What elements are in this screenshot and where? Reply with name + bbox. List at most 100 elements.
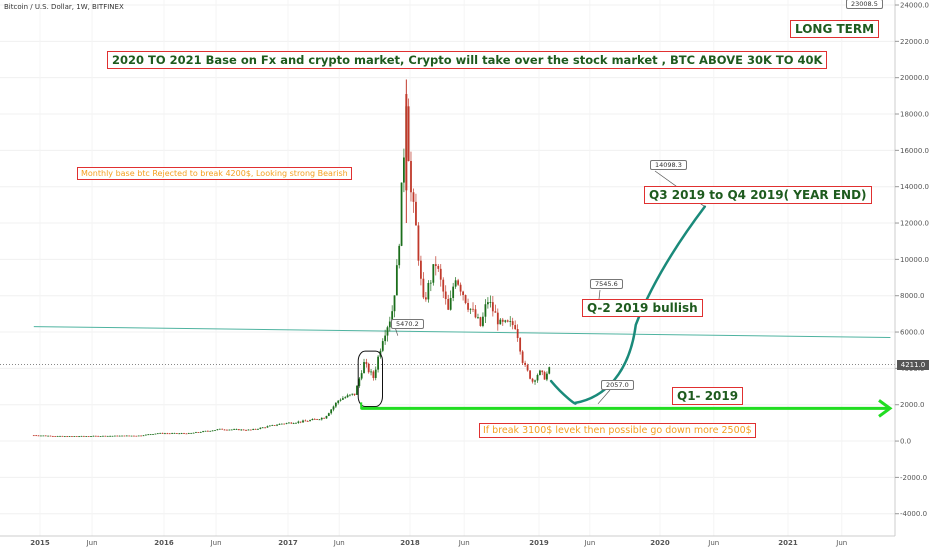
candle-body [228, 429, 231, 431]
x-tick-label: Jun [210, 539, 222, 547]
x-tick-label: 2015 [30, 539, 50, 547]
candle-body [546, 373, 548, 380]
candle-body [427, 282, 430, 300]
candle-body [405, 94, 408, 191]
candle-body [306, 421, 309, 422]
candle-body [245, 430, 247, 431]
candle-body [161, 432, 164, 434]
candle-body [370, 371, 372, 373]
candle-body [334, 402, 337, 407]
candle-body [195, 432, 197, 433]
candle-body [85, 436, 88, 437]
candle-body [469, 308, 472, 310]
candle-body [346, 395, 349, 398]
candle-body [367, 363, 370, 373]
candle-body [111, 435, 114, 437]
candle-body [299, 421, 302, 423]
candle-body [479, 317, 482, 326]
candle-body [422, 278, 425, 298]
candle-body [102, 435, 104, 437]
candle-body [377, 356, 379, 370]
candle-body [276, 424, 278, 426]
candle-body [381, 341, 384, 351]
candle-body [80, 435, 83, 437]
y-tick-label: 14000.0 [900, 183, 929, 191]
candle-body [42, 435, 45, 437]
candle-body [358, 378, 361, 386]
candle-body [432, 264, 435, 283]
candle-body [221, 428, 224, 430]
candle-body [257, 428, 259, 430]
candle-body [266, 426, 269, 428]
x-tick-label: 2021 [778, 539, 798, 547]
candle-body [63, 436, 66, 438]
candle-body [235, 429, 238, 430]
support-arrow-head [878, 399, 893, 418]
candle-body [144, 434, 147, 436]
candle-body [106, 435, 109, 437]
candle-body [49, 435, 52, 437]
x-tick-label: Jun [86, 539, 98, 547]
candle-body [278, 423, 281, 425]
y-tick-label: 24000.0 [900, 2, 929, 10]
candle-body [511, 321, 514, 326]
candle-body [444, 291, 447, 300]
candle-body [437, 265, 440, 269]
q2-box: Q-2 2019 bullish [582, 299, 703, 317]
candle-body [137, 435, 140, 437]
candle-body [410, 161, 412, 193]
candle-body [92, 435, 95, 437]
candle-body [164, 433, 166, 435]
candle-body [429, 282, 432, 284]
candle-body [449, 297, 452, 310]
callout-5470: 5470.2 [391, 319, 424, 329]
candle-body [304, 420, 307, 422]
candle-body [40, 435, 42, 437]
y-tick-label: 12000.0 [900, 220, 929, 228]
candle-body [325, 415, 328, 419]
candle-body [474, 309, 477, 318]
candle-body [494, 311, 497, 313]
candle-body [457, 280, 460, 285]
candle-body [218, 428, 221, 430]
candle-body [439, 268, 442, 280]
candle-body [415, 201, 417, 226]
candle-body [499, 319, 502, 325]
candle-body [482, 316, 484, 326]
candle-body [313, 419, 316, 420]
candle-body [467, 302, 469, 310]
y-tick-label: 0.0 [900, 438, 911, 446]
candle-body [526, 364, 529, 371]
candle-body [156, 433, 159, 435]
candle-body [464, 295, 467, 303]
headline-box: 2020 TO 2021 Base on Fx and crypto marke… [107, 51, 828, 69]
candle-body [259, 427, 262, 429]
candle-body [133, 435, 135, 437]
candle-body [230, 429, 233, 431]
candle-body [386, 327, 389, 336]
candle-body [447, 299, 450, 310]
candle-body [99, 436, 102, 437]
candle-body [264, 427, 267, 429]
candle-body [273, 425, 276, 426]
candle-body [109, 435, 112, 437]
candle-body [204, 430, 207, 432]
candle-body [534, 380, 536, 382]
candle-body [424, 297, 427, 300]
candle-body [403, 157, 405, 183]
candle-body [541, 370, 544, 373]
candle-body [496, 312, 499, 325]
candle-body [516, 329, 519, 339]
x-tick-label: Jun [333, 539, 345, 547]
candle-body [209, 430, 212, 432]
consolidation-highlight [357, 350, 384, 408]
candle-body [237, 429, 240, 431]
candle-body [356, 385, 358, 395]
x-tick-label: Jun [707, 539, 719, 547]
candle-body [94, 435, 97, 437]
candle-body [180, 433, 183, 435]
candle-body [349, 394, 351, 396]
candle-body [393, 295, 396, 312]
callout-23008: 23008.5 [846, 0, 883, 9]
